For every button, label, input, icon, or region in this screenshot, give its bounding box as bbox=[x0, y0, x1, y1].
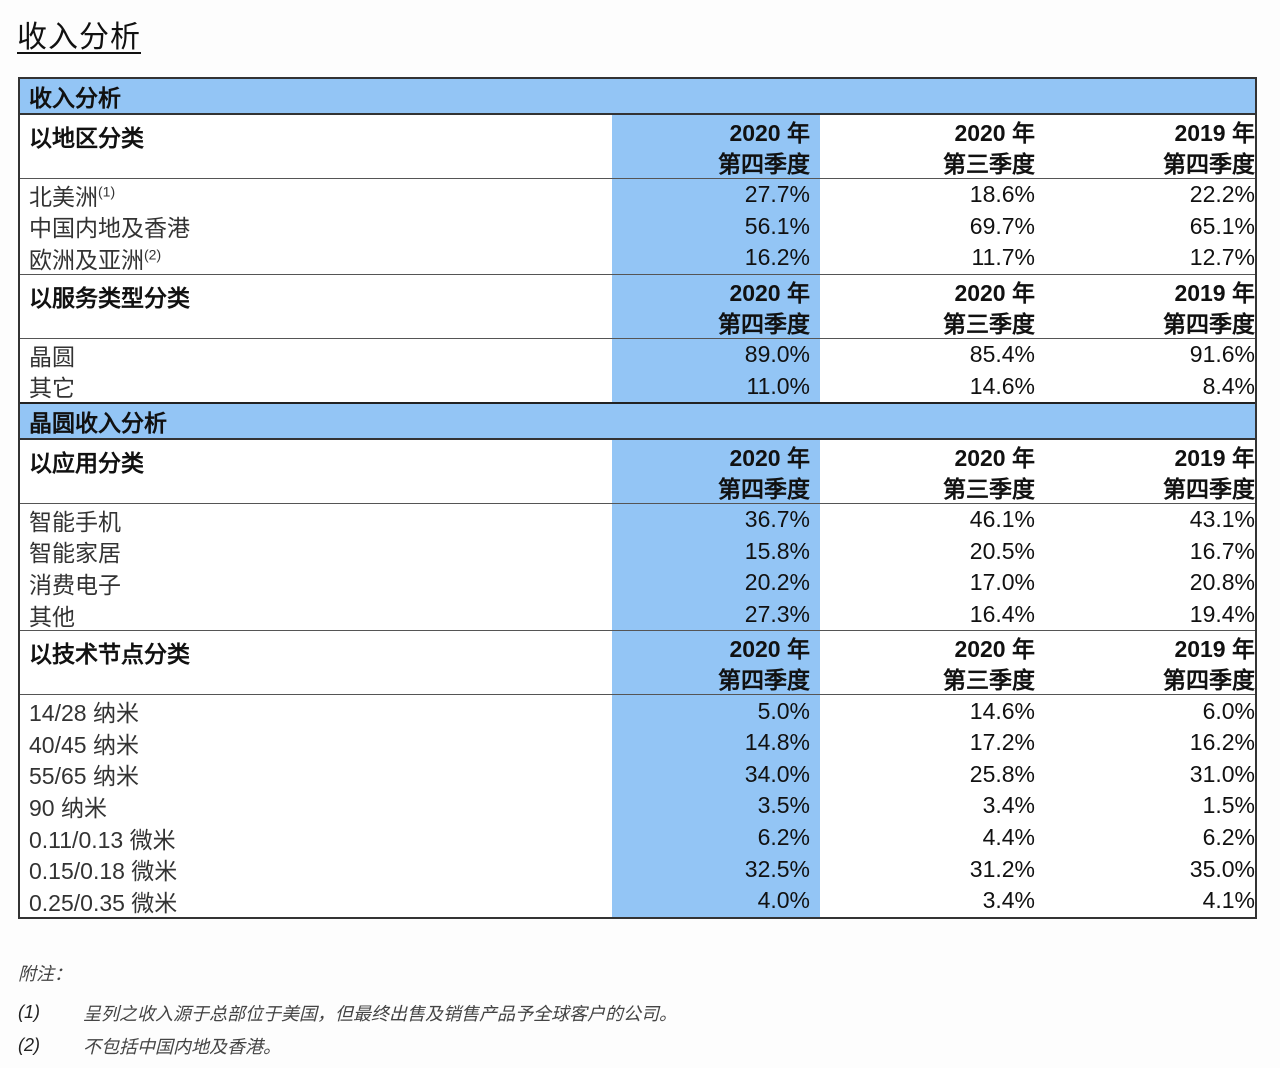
col-header-2020q3: 2020 年第三季度 bbox=[943, 636, 1035, 694]
footnotes-title: 附注： bbox=[18, 964, 72, 984]
group-label: 以服务类型分类 bbox=[29, 284, 190, 311]
col-header-2020q3: 2020 年第三季度 bbox=[943, 120, 1035, 177]
col-header-2019q4: 2019 年第四季度 bbox=[1163, 120, 1255, 177]
group-label: 以地区分类 bbox=[29, 125, 144, 151]
group-header-application: 以应用分类 2020 年第四季度 2020 年第三季度 2019 年第四季度 bbox=[20, 440, 1255, 504]
col-header-2020q3: 2020 年第三季度 bbox=[943, 279, 1035, 337]
group-header-service-type: 以服务类型分类 2020 年第四季度 2020 年第三季度 2019 年第四季度 bbox=[20, 275, 1255, 339]
group-label: 以技术节点分类 bbox=[29, 641, 190, 668]
section-title: 收入分析 bbox=[29, 85, 121, 111]
footnotes: 附注： (1) 呈列之收入源于总部位于美国，但最终出售及销售产品予全球客户的公司… bbox=[18, 960, 677, 1062]
col-header-2020q4: 2020 年第四季度 bbox=[718, 279, 810, 337]
section-header-wafer-revenue: 晶圆收入分析 bbox=[20, 401, 1255, 440]
table-row: 40/45 纳米 14.8% 17.2% 16.2% bbox=[29, 729, 1255, 758]
section-header-revenue: 收入分析 bbox=[20, 79, 1255, 115]
col-header-2019q4: 2019 年第四季度 bbox=[1163, 444, 1255, 502]
table-row: 0.11/0.13 微米 6.2% 4.4% 6.2% bbox=[29, 824, 1255, 853]
table-row: 0.25/0.35 微米 4.0% 3.4% 4.1% bbox=[29, 887, 1255, 916]
revenue-analysis-table: 收入分析 以地区分类 2020 年第四季度 2020 年第三季度 2019 年第… bbox=[18, 77, 1257, 919]
table-row: 其他 27.3% 16.4% 19.4% bbox=[20, 599, 1255, 632]
table-row: 14/28 纳米 5.0% 14.6% 6.0% bbox=[29, 697, 1255, 727]
table-row: 消费电子 20.2% 17.0% 20.8% bbox=[29, 569, 1255, 598]
group-header-region: 以地区分类 2020 年第四季度 2020 年第三季度 2019 年第四季度 bbox=[20, 115, 1255, 179]
col-header-2020q3: 2020 年第三季度 bbox=[943, 444, 1035, 502]
col-header-2019q4: 2019 年第四季度 bbox=[1163, 279, 1255, 337]
footnote-1: (1) 呈列之收入源于总部位于美国，但最终出售及销售产品予全球客户的公司。 bbox=[18, 1002, 677, 1024]
table-row: 智能手机 36.7% 46.1% 43.1% bbox=[29, 506, 1255, 535]
group-label: 以应用分类 bbox=[29, 449, 144, 476]
section-title: 晶圆收入分析 bbox=[29, 409, 167, 436]
table-row: 智能家居 15.8% 20.5% 16.7% bbox=[29, 537, 1255, 567]
col-header-2020q4: 2020 年第四季度 bbox=[718, 444, 810, 502]
table-row: 55/65 纳米 34.0% 25.8% 31.0% bbox=[29, 760, 1255, 790]
table-row: 晶圆 89.0% 85.4% 91.6% bbox=[29, 341, 1255, 370]
col-header-2019q4: 2019 年第四季度 bbox=[1163, 636, 1255, 694]
highlight-column-2020q4 bbox=[612, 115, 820, 917]
table-row: 中国内地及香港 56.1% 69.7% 65.1% bbox=[29, 212, 1255, 242]
table-row: 0.15/0.18 微米 32.5% 31.2% 35.0% bbox=[29, 855, 1255, 885]
table-row: 90 纳米 3.5% 3.4% 1.5% bbox=[29, 792, 1255, 821]
col-header-2020q4: 2020 年第四季度 bbox=[718, 120, 810, 177]
group-header-tech-node: 以技术节点分类 2020 年第四季度 2020 年第三季度 2019 年第四季度 bbox=[20, 631, 1255, 696]
table-row: 欧洲及亚洲(2) 16.2% 11.7% 12.7% bbox=[20, 242, 1255, 275]
footnote-2: (2) 不包括中国内地及香港。 bbox=[18, 1035, 281, 1057]
table-row: 其它 11.0% 14.6% 8.4% bbox=[29, 372, 1255, 402]
col-header-2020q4: 2020 年第四季度 bbox=[718, 636, 810, 694]
table-row: 北美洲(1) 27.7% 18.6% 22.2% bbox=[29, 181, 1255, 210]
page-title: 收入分析 bbox=[17, 21, 141, 54]
